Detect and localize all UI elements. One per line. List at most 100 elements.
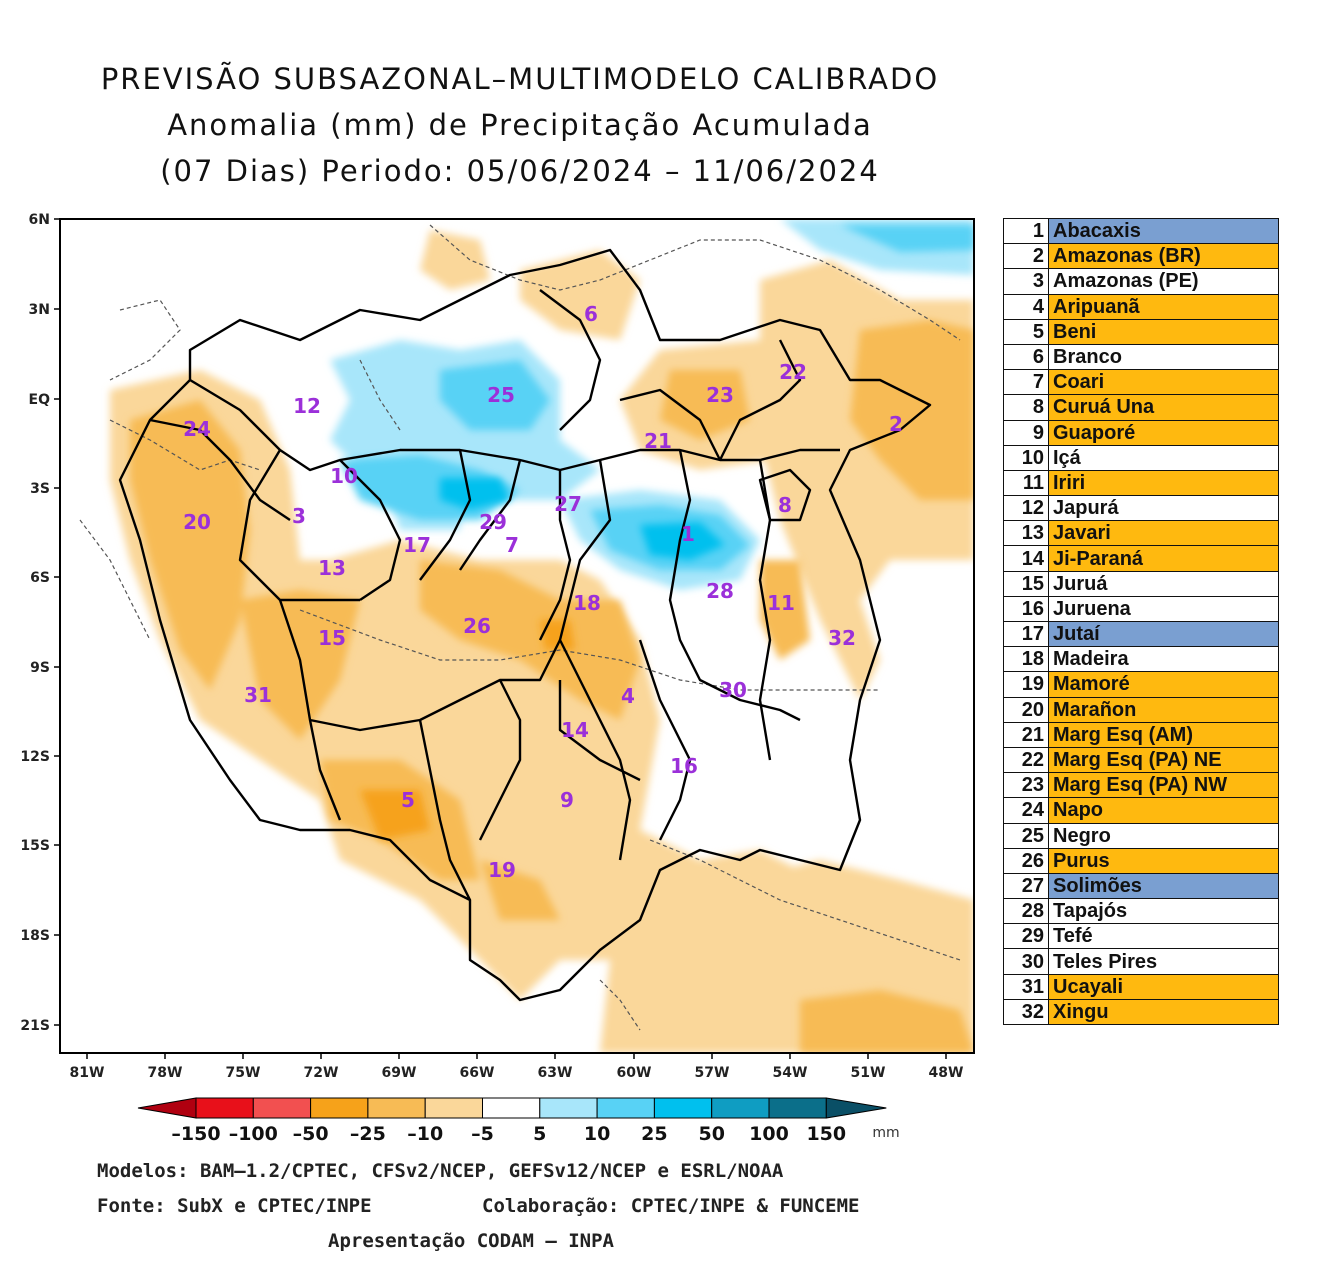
basin-name: Teles Pires bbox=[1048, 948, 1279, 975]
basin-name: Xingu bbox=[1048, 998, 1279, 1026]
lon-tick-label: 72W bbox=[304, 1065, 339, 1081]
basin-number: 24 bbox=[1003, 797, 1049, 824]
lat-tick-label: 9S bbox=[30, 660, 50, 676]
basin-number: 13 bbox=[1003, 520, 1049, 547]
basin-name: Purus bbox=[1048, 847, 1279, 874]
basin-name: Juruena bbox=[1048, 595, 1279, 623]
basin-name: Içá bbox=[1048, 444, 1279, 471]
basin-legend-row: 9 Guaporé bbox=[1003, 419, 1279, 446]
basin-number: 7 bbox=[1003, 369, 1049, 396]
basin-label: 2 bbox=[889, 412, 903, 436]
basin-legend-row: 14 Ji-Paraná bbox=[1003, 545, 1279, 572]
basin-number: 25 bbox=[1003, 822, 1049, 849]
basin-legend-row: 2 Amazonas (BR) bbox=[1003, 243, 1279, 270]
basin-number: 8 bbox=[1003, 394, 1049, 421]
basin-label: 1 bbox=[681, 522, 695, 546]
basin-label: 32 bbox=[828, 626, 856, 650]
basin-label: 19 bbox=[488, 858, 516, 882]
basin-name: Jutaí bbox=[1048, 620, 1279, 648]
basin-label: 28 bbox=[706, 579, 734, 603]
basin-name: Abacaxis bbox=[1048, 217, 1279, 245]
basin-label: 14 bbox=[561, 718, 589, 742]
basin-label: 27 bbox=[554, 492, 582, 516]
basin-label: 17 bbox=[403, 533, 431, 557]
basin-number: 22 bbox=[1003, 746, 1049, 774]
basin-number: 3 bbox=[1003, 268, 1049, 295]
basin-name: Marg Esq (PA) NE bbox=[1048, 746, 1279, 774]
basin-legend-row: 26 Purus bbox=[1003, 847, 1279, 874]
basin-label: 15 bbox=[318, 626, 346, 650]
basin-number: 5 bbox=[1003, 318, 1049, 345]
basin-number: 12 bbox=[1003, 495, 1049, 522]
basin-name: Ucayali bbox=[1048, 973, 1279, 1000]
basin-legend-row: 7 Coari bbox=[1003, 369, 1279, 396]
basin-label: 12 bbox=[293, 394, 321, 418]
colorbar-segment bbox=[424, 1097, 484, 1119]
basin-number: 6 bbox=[1003, 343, 1049, 371]
basin-legend-row: 4 Aripuanã bbox=[1003, 293, 1279, 320]
basin-legend-row: 23 Marg Esq (PA) NW bbox=[1003, 772, 1279, 799]
basin-legend-row: 17 Jutaí bbox=[1003, 620, 1279, 648]
colorbar-tick-label: 150 bbox=[806, 1123, 846, 1145]
lon-tick-label: 75W bbox=[226, 1065, 261, 1081]
basin-name: Amazonas (BR) bbox=[1048, 243, 1279, 270]
colorbar-segment bbox=[711, 1097, 770, 1119]
basin-legend-row: 31 Ucayali bbox=[1003, 973, 1279, 1000]
basin-name: Marañon bbox=[1048, 696, 1279, 723]
basin-legend-row: 3 Amazonas (PE) bbox=[1003, 268, 1279, 295]
basin-number: 15 bbox=[1003, 570, 1049, 597]
colorbar-tick-label: 5 bbox=[533, 1123, 546, 1145]
colorbar-tick-label: –150 bbox=[171, 1123, 220, 1145]
lat-tick-label: 15S bbox=[20, 838, 50, 854]
longitude-axis: 81W 78W 75W 72W 69W 66W 63W 60W 57W 54W 51W 48W bbox=[70, 1053, 963, 1081]
basin-label: 10 bbox=[330, 464, 358, 488]
basin-name: Juruá bbox=[1048, 570, 1279, 597]
basin-label: 23 bbox=[706, 383, 734, 407]
colorbar-tick-label: 100 bbox=[749, 1123, 789, 1145]
basin-label: 4 bbox=[621, 684, 635, 708]
basin-number: 29 bbox=[1003, 923, 1049, 950]
basin-name: Ji-Paraná bbox=[1048, 545, 1279, 572]
basin-number: 9 bbox=[1003, 419, 1049, 446]
colorbar-tick-label: 50 bbox=[698, 1123, 724, 1145]
basin-label: 31 bbox=[244, 683, 272, 707]
basin-number: 16 bbox=[1003, 595, 1049, 623]
title-line-2: Anomalia (mm) de Precipitação Acumulada bbox=[167, 108, 873, 142]
lat-tick-label: 3S bbox=[30, 481, 50, 497]
colorbar-tick-label: –25 bbox=[350, 1123, 386, 1145]
footer-source: Fonte: SubX e CPTEC/INPE bbox=[97, 1195, 372, 1217]
basin-legend-row: 12 Japurá bbox=[1003, 495, 1279, 522]
basin-number-labels: 1234567891011121314151617181920212223242… bbox=[183, 302, 903, 882]
basin-number: 21 bbox=[1003, 721, 1049, 748]
basin-name: Iriri bbox=[1048, 469, 1279, 497]
country-borders bbox=[79, 224, 961, 1031]
basin-label: 21 bbox=[644, 429, 672, 453]
basin-legend-row: 8 Curuá Una bbox=[1003, 394, 1279, 421]
basin-name: Marg Esq (AM) bbox=[1048, 721, 1279, 748]
basin-legend-row: 25 Negro bbox=[1003, 822, 1279, 849]
basin-label: 6 bbox=[584, 302, 598, 326]
basin-legend-row: 6 Branco bbox=[1003, 343, 1279, 371]
basin-label: 22 bbox=[779, 360, 807, 384]
basin-number: 18 bbox=[1003, 646, 1049, 673]
basin-number: 20 bbox=[1003, 696, 1049, 723]
title-line-3: (07 Dias) Periodo: 05/06/2024 – 11/06/20… bbox=[160, 154, 880, 188]
basin-legend-row: 32 Xingu bbox=[1003, 998, 1279, 1026]
lat-tick-label: 12S bbox=[20, 749, 50, 765]
basin-number: 19 bbox=[1003, 671, 1049, 698]
basin-legend-row: 27 Solimões bbox=[1003, 872, 1279, 900]
basin-legend-row: 24 Napo bbox=[1003, 797, 1279, 824]
basin-name: Beni bbox=[1048, 318, 1279, 345]
basin-outlines bbox=[118, 248, 932, 1002]
basin-number: 28 bbox=[1003, 898, 1049, 925]
colorbar-tick-label: –100 bbox=[229, 1123, 278, 1145]
lon-tick-label: 51W bbox=[851, 1065, 886, 1081]
colorbar-low-arrow bbox=[137, 1097, 197, 1119]
anomaly-field bbox=[110, 219, 974, 1053]
basin-number: 17 bbox=[1003, 620, 1049, 648]
basin-name: Madeira bbox=[1048, 646, 1279, 673]
colorbar-segment bbox=[596, 1097, 655, 1119]
basin-label: 13 bbox=[318, 556, 346, 580]
basin-number: 10 bbox=[1003, 444, 1049, 471]
